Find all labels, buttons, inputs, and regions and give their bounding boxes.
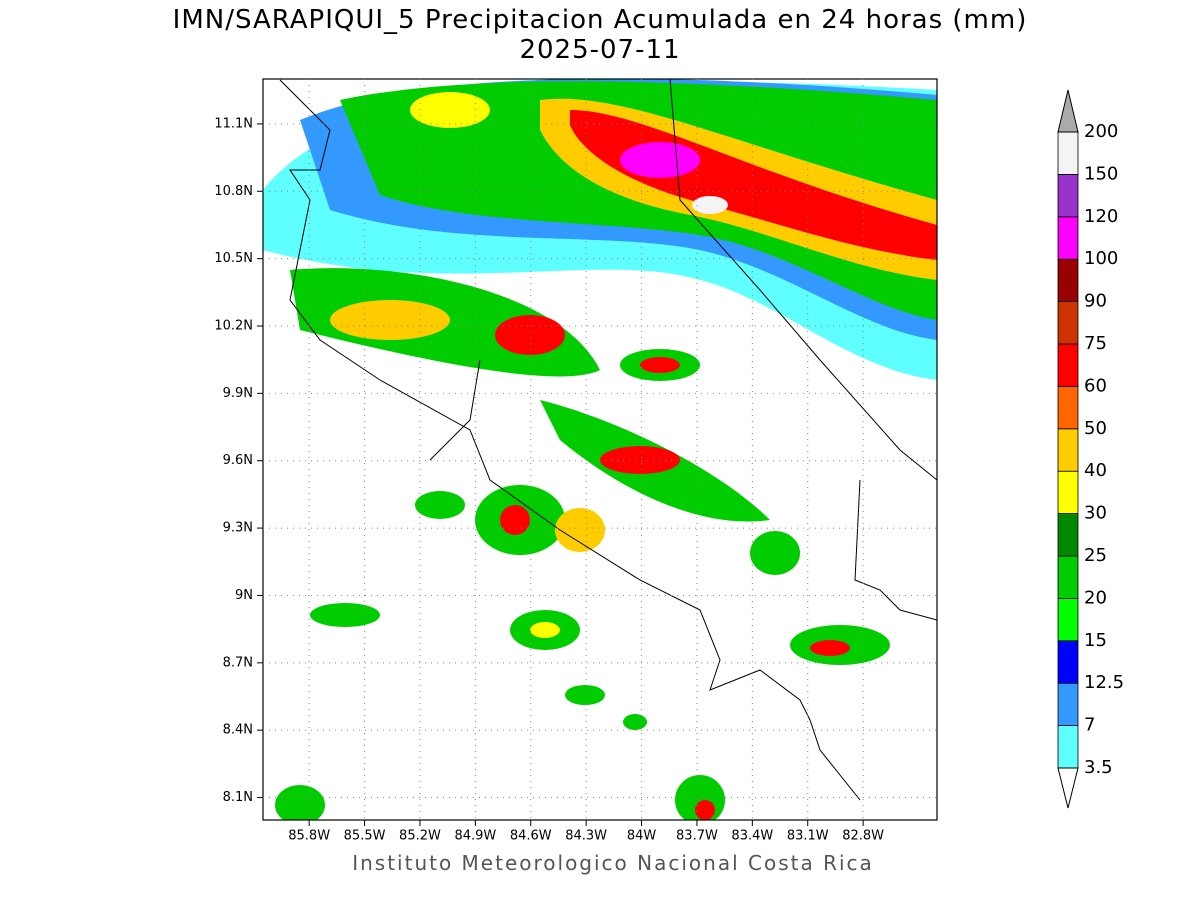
field-shape (330, 300, 450, 340)
field-shape (810, 640, 850, 656)
lon-tick-label: 84.6W (510, 829, 552, 844)
colorbar-box (1057, 216, 1079, 260)
colorbar-box (1057, 258, 1079, 303)
colorbar-box (1057, 470, 1079, 515)
field-shape (565, 685, 605, 705)
field-shape (555, 508, 605, 552)
colorbar-label: 30 (1084, 503, 1107, 524)
field-shape (623, 714, 647, 730)
colorbar-box (1057, 725, 1079, 769)
field-shape (310, 603, 380, 627)
colorbar-label: 40 (1084, 460, 1107, 481)
colorbar-label: 75 (1084, 333, 1107, 354)
lon-tick-label: 85.8W (288, 829, 330, 844)
colorbar-label: 25 (1084, 545, 1107, 566)
colorbar-box (1057, 301, 1079, 345)
lat-tick-label: 8.1N (223, 790, 253, 805)
lat-tick-label: 10.5N (214, 251, 253, 266)
colorbar-label: 20 (1084, 587, 1107, 608)
colorbar-label: 3.5 (1084, 757, 1113, 778)
colorbar-box (1057, 640, 1079, 684)
lat-tick-label: 9N (235, 588, 253, 603)
colorbar-label: 120 (1084, 206, 1118, 227)
lon-tick-label: 85.2W (399, 829, 441, 844)
footer: Instituto Meteorologico Nacional Costa R… (352, 851, 874, 875)
field-shape (600, 446, 680, 474)
map-frame (262, 78, 938, 821)
lat-tick-label: 8.7N (223, 655, 253, 670)
colorbar-box (1057, 385, 1079, 430)
colorbar-box (1057, 131, 1079, 175)
field-shape (640, 357, 680, 373)
field-shape (275, 785, 325, 820)
colorbar-box (1057, 598, 1079, 642)
field-shape (500, 505, 530, 535)
colorbar-label: 60 (1084, 375, 1107, 396)
field-shape (750, 531, 800, 575)
lon-tick-label: 83.7W (676, 829, 718, 844)
colorbar-label: 150 (1084, 163, 1118, 184)
precip-field (263, 79, 937, 820)
colorbar-label: 12.5 (1084, 672, 1124, 693)
lon-tick-label: 83.1W (787, 829, 829, 844)
colorbar-over (1057, 89, 1079, 133)
colorbar-box (1057, 343, 1079, 387)
colorbar-box (1057, 428, 1079, 472)
field-shape (495, 315, 565, 355)
field-shape (692, 196, 728, 214)
colorbar-label: 100 (1084, 248, 1118, 269)
lat-tick-label: 9.9N (223, 386, 253, 401)
colorbar-label: 7 (1084, 715, 1095, 736)
field-shape (410, 92, 490, 128)
title: IMN/SARAPIQUI_5 Precipitacion Acumulada … (173, 5, 1028, 35)
lat-tick-label: 8.4N (223, 723, 253, 738)
field-shape (415, 491, 465, 519)
lon-tick-label: 84.9W (454, 829, 496, 844)
colorbar-label: 200 (1084, 121, 1118, 142)
lon-tick-label: 83.4W (731, 829, 773, 844)
colorbar-box (1057, 555, 1079, 599)
lon-tick-label: 85.5W (344, 829, 386, 844)
colorbar-label: 15 (1084, 630, 1107, 651)
colorbar-box (1057, 513, 1079, 557)
colorbar-box (1057, 173, 1079, 218)
lon-tick-label: 84.3W (565, 829, 607, 844)
colorbar-label: 90 (1084, 291, 1107, 312)
coastline (279, 79, 937, 801)
lat-tick-label: 10.8N (214, 184, 253, 199)
colorbar-label: 50 (1084, 418, 1107, 439)
lon-tick-label: 82.8W (842, 829, 884, 844)
lat-tick-label: 10.2N (214, 319, 253, 334)
lon-tick-label: 84W (627, 829, 657, 844)
lat-tick-label: 9.6N (223, 453, 253, 468)
lat-tick-label: 11.1N (214, 116, 253, 131)
colorbar-box (1057, 682, 1079, 727)
field-shape (530, 622, 560, 638)
field-shape (620, 142, 700, 178)
colorbar-under (1057, 767, 1079, 809)
field-shape (695, 800, 715, 820)
lat-tick-label: 9.3N (223, 521, 253, 536)
subtitle: 2025-07-11 (519, 35, 680, 65)
